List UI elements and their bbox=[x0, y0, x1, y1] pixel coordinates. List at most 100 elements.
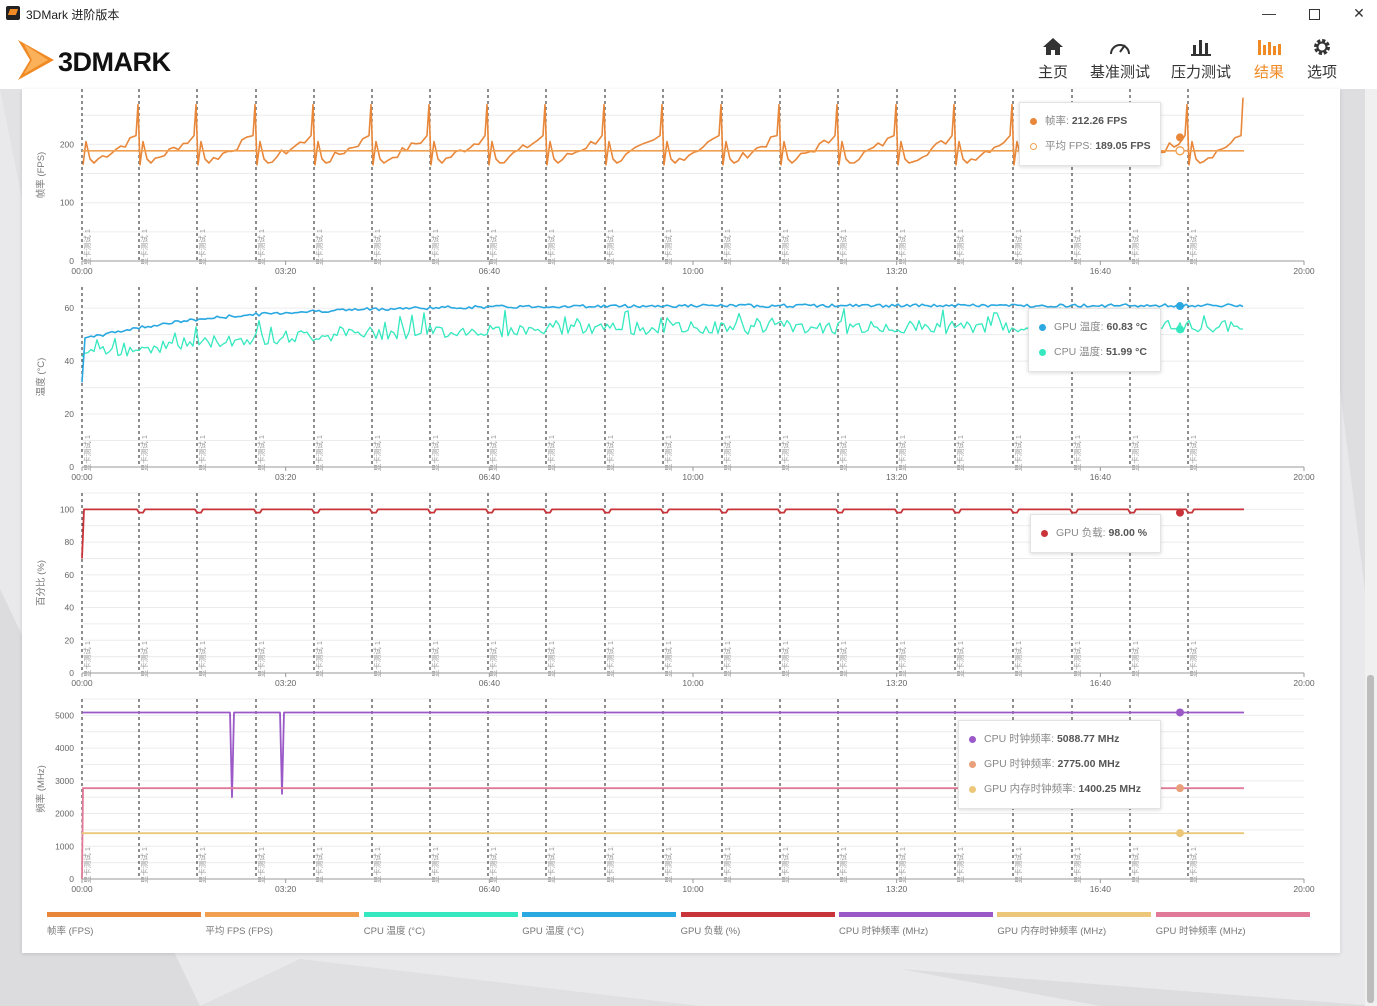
test-marker-label: 显卡测试 1 bbox=[82, 435, 92, 471]
gpu-clock-hover-dot bbox=[1176, 784, 1184, 793]
x-tick-label: 06:40 bbox=[479, 472, 501, 482]
legend-swatch bbox=[363, 912, 518, 917]
legend-item[interactable]: GPU 内存时钟频率 (MHz) bbox=[997, 912, 1152, 942]
nav-benchmarks[interactable]: 基准测试 bbox=[1089, 33, 1151, 85]
nav-options-label: 选项 bbox=[1306, 64, 1337, 81]
tooltip-value: 2775.00 MHz bbox=[1057, 758, 1120, 770]
legend-item[interactable]: CPU 时钟频率 (MHz) bbox=[839, 912, 993, 942]
nav-home[interactable]: 主页 bbox=[1034, 33, 1072, 85]
legend-swatch bbox=[522, 912, 677, 917]
y-tick-label: 0 bbox=[69, 874, 74, 884]
test-marker-label: 显卡测试 1 bbox=[780, 641, 790, 677]
window-titlebar: 3DMark 进阶版本 — ✕ bbox=[0, 0, 1377, 27]
legend-item[interactable]: CPU 温度 (°C) bbox=[363, 912, 518, 942]
test-marker-label: 显卡测试 1 bbox=[722, 435, 732, 471]
tooltip-label: GPU 温度 bbox=[1054, 321, 1101, 333]
y-tick-label: 1000 bbox=[55, 841, 74, 851]
tooltip-colon: : bbox=[1100, 346, 1106, 358]
test-marker-label: 显卡测试 1 bbox=[605, 229, 615, 265]
test-marker-label: 显卡测试 1 bbox=[897, 641, 907, 677]
legend-label: CPU 温度 (°C) bbox=[363, 926, 426, 937]
window-title: 3DMark 进阶版本 bbox=[26, 8, 120, 22]
maximize-button[interactable] bbox=[1291, 0, 1337, 27]
test-marker-label: 显卡测试 1 bbox=[314, 435, 324, 471]
test-marker-label: 显卡测试 1 bbox=[546, 641, 556, 677]
legend-item[interactable]: GPU 温度 (°C) bbox=[522, 912, 677, 942]
nav-stress-tests[interactable]: 压力测试 bbox=[1170, 33, 1232, 85]
avg-fps-hover-dot bbox=[1175, 146, 1185, 156]
legend-label: GPU 温度 (°C) bbox=[522, 926, 585, 937]
tooltip-colon: : bbox=[1102, 527, 1109, 539]
y-tick-label: 0 bbox=[69, 668, 74, 678]
y-tick-label: 80 bbox=[65, 537, 75, 547]
tooltip-value: 60.83 °C bbox=[1106, 321, 1148, 333]
legend-item[interactable]: GPU 时钟频率 (MHz) bbox=[1155, 912, 1310, 942]
3dmark-logo[interactable]: 3DMARK bbox=[14, 34, 224, 82]
tooltip-label: 平均 FPS bbox=[1045, 140, 1090, 152]
legend-label: CPU 时钟频率 (MHz) bbox=[839, 926, 929, 937]
x-tick-label: 10:00 bbox=[682, 266, 704, 276]
test-marker-label: 显卡测试 1 bbox=[488, 847, 498, 883]
x-tick-label: 00:00 bbox=[71, 884, 93, 894]
test-marker-label: 显卡测试 1 bbox=[82, 847, 92, 883]
test-marker-label: 显卡测试 1 bbox=[1013, 435, 1023, 471]
legend-item[interactable]: 帧率 (FPS) bbox=[47, 912, 201, 942]
nav-results[interactable]: 结果 bbox=[1251, 33, 1287, 85]
test-marker-label: 显卡测试 1 bbox=[488, 229, 498, 265]
y-tick-label: 3000 bbox=[55, 776, 74, 786]
scrollbar-thumb[interactable] bbox=[1367, 675, 1374, 1003]
test-marker-label: 显卡测试 1 bbox=[139, 229, 149, 265]
x-tick-label: 10:00 bbox=[682, 472, 704, 482]
tooltip-row: GPU 时钟频率: 2775.00 MHz bbox=[969, 752, 1150, 777]
gear-icon bbox=[1314, 39, 1330, 55]
test-marker-label: 显卡测试 1 bbox=[488, 435, 498, 471]
test-marker-label: 显卡测试 1 bbox=[1130, 435, 1140, 471]
y-tick-label: 40 bbox=[65, 603, 75, 613]
x-tick-label: 03:20 bbox=[275, 472, 297, 482]
test-marker-label: 显卡测试 1 bbox=[838, 229, 848, 265]
y-tick-label: 100 bbox=[60, 198, 74, 208]
test-marker-label: 显卡测试 1 bbox=[372, 435, 382, 471]
test-marker-label: 显卡测试 1 bbox=[82, 229, 92, 265]
test-marker-label: 显卡测试 1 bbox=[1188, 435, 1198, 471]
gpu-temp-line bbox=[81, 303, 1244, 383]
x-tick-label: 13:20 bbox=[886, 472, 908, 482]
gpu-mem-clock-hover-dot bbox=[1176, 829, 1184, 838]
legend-item[interactable]: GPU 负载 (%) bbox=[680, 912, 835, 942]
y-tick-label: 5000 bbox=[55, 710, 74, 720]
series-dot-icon bbox=[969, 760, 976, 768]
test-marker-label: 显卡测试 1 bbox=[256, 847, 266, 883]
y-tick-label: 40 bbox=[65, 356, 75, 366]
results-icon bbox=[1258, 40, 1281, 55]
test-marker-label: 显卡测试 1 bbox=[1130, 641, 1140, 677]
test-marker-label: 显卡测试 1 bbox=[663, 229, 673, 265]
test-marker-label: 显卡测试 1 bbox=[139, 641, 149, 677]
y-tick-label: 2000 bbox=[55, 809, 74, 819]
tooltip-colon: : bbox=[1051, 758, 1058, 770]
tooltip-value: 212.26 FPS bbox=[1071, 115, 1128, 127]
nav-options[interactable]: 选项 bbox=[1304, 33, 1340, 85]
y-tick-label: 0 bbox=[69, 256, 74, 266]
y-axis-label: 百分比 (%) bbox=[35, 560, 47, 606]
legend-item[interactable]: 平均 FPS (FPS) bbox=[205, 912, 360, 942]
test-marker-label: 显卡测试 1 bbox=[1130, 847, 1140, 883]
tooltip-colon: : bbox=[1066, 115, 1072, 127]
test-marker-label: 显卡测试 1 bbox=[1130, 229, 1140, 265]
cpu-clock-hover-dot bbox=[1176, 708, 1184, 717]
close-button[interactable]: ✕ bbox=[1353, 5, 1365, 21]
test-marker-label: 显卡测试 1 bbox=[722, 847, 732, 883]
legend-swatch bbox=[680, 912, 835, 917]
tooltip-row: CPU 时钟频率: 5088.77 MHz bbox=[969, 727, 1150, 752]
test-marker-label: 显卡测试 1 bbox=[1072, 641, 1082, 677]
test-marker-label: 显卡测试 1 bbox=[605, 847, 615, 883]
tooltip-label: GPU 负载 bbox=[1056, 527, 1103, 539]
x-tick-label: 10:00 bbox=[682, 678, 704, 688]
app-header: 3DMARK 主页 基准测试 压力测试 结果 bbox=[0, 27, 1377, 89]
x-tick-label: 20:00 bbox=[1293, 884, 1315, 894]
nav-results-label: 结果 bbox=[1253, 64, 1284, 81]
test-marker-label: 显卡测试 1 bbox=[430, 435, 440, 471]
cpu-clock-line bbox=[82, 711, 1244, 799]
bar-chart-icon bbox=[1191, 40, 1211, 56]
minimize-button[interactable]: — bbox=[1262, 5, 1276, 21]
